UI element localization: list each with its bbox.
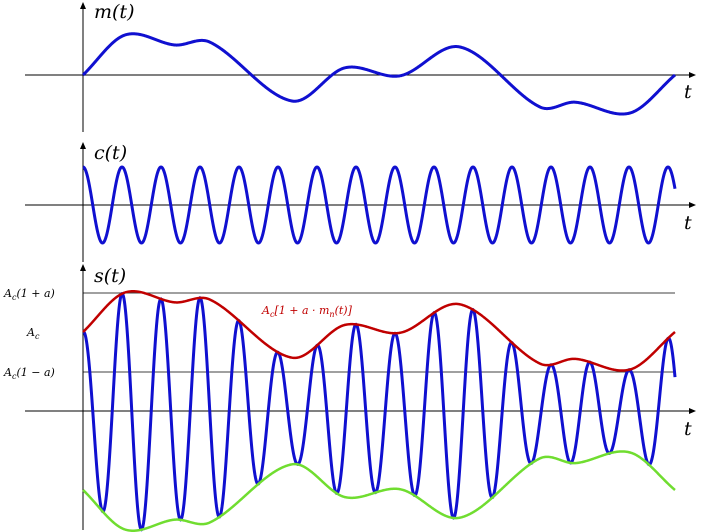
- axis-label: t: [684, 418, 692, 440]
- panel-label: c(t): [94, 142, 127, 164]
- axes: [25, 2, 696, 530]
- axis-label: t: [684, 212, 692, 234]
- envelope-label: Ac[1 + a · mn(t)]: [261, 304, 353, 319]
- axis-label: t: [684, 81, 692, 103]
- modulated-signal: [82, 292, 677, 532]
- level-label: Ac: [26, 326, 40, 341]
- panel-label: m(t): [94, 1, 134, 23]
- carrier-signal: [82, 165, 677, 245]
- message-signal: [81, 32, 676, 116]
- lower-envelope: [82, 450, 676, 532]
- panel-label: s(t): [94, 265, 126, 287]
- level-label: Ac(1 − a): [3, 366, 55, 381]
- level-label: Ac(1 + a): [3, 287, 55, 302]
- upper-envelope: [82, 290, 676, 372]
